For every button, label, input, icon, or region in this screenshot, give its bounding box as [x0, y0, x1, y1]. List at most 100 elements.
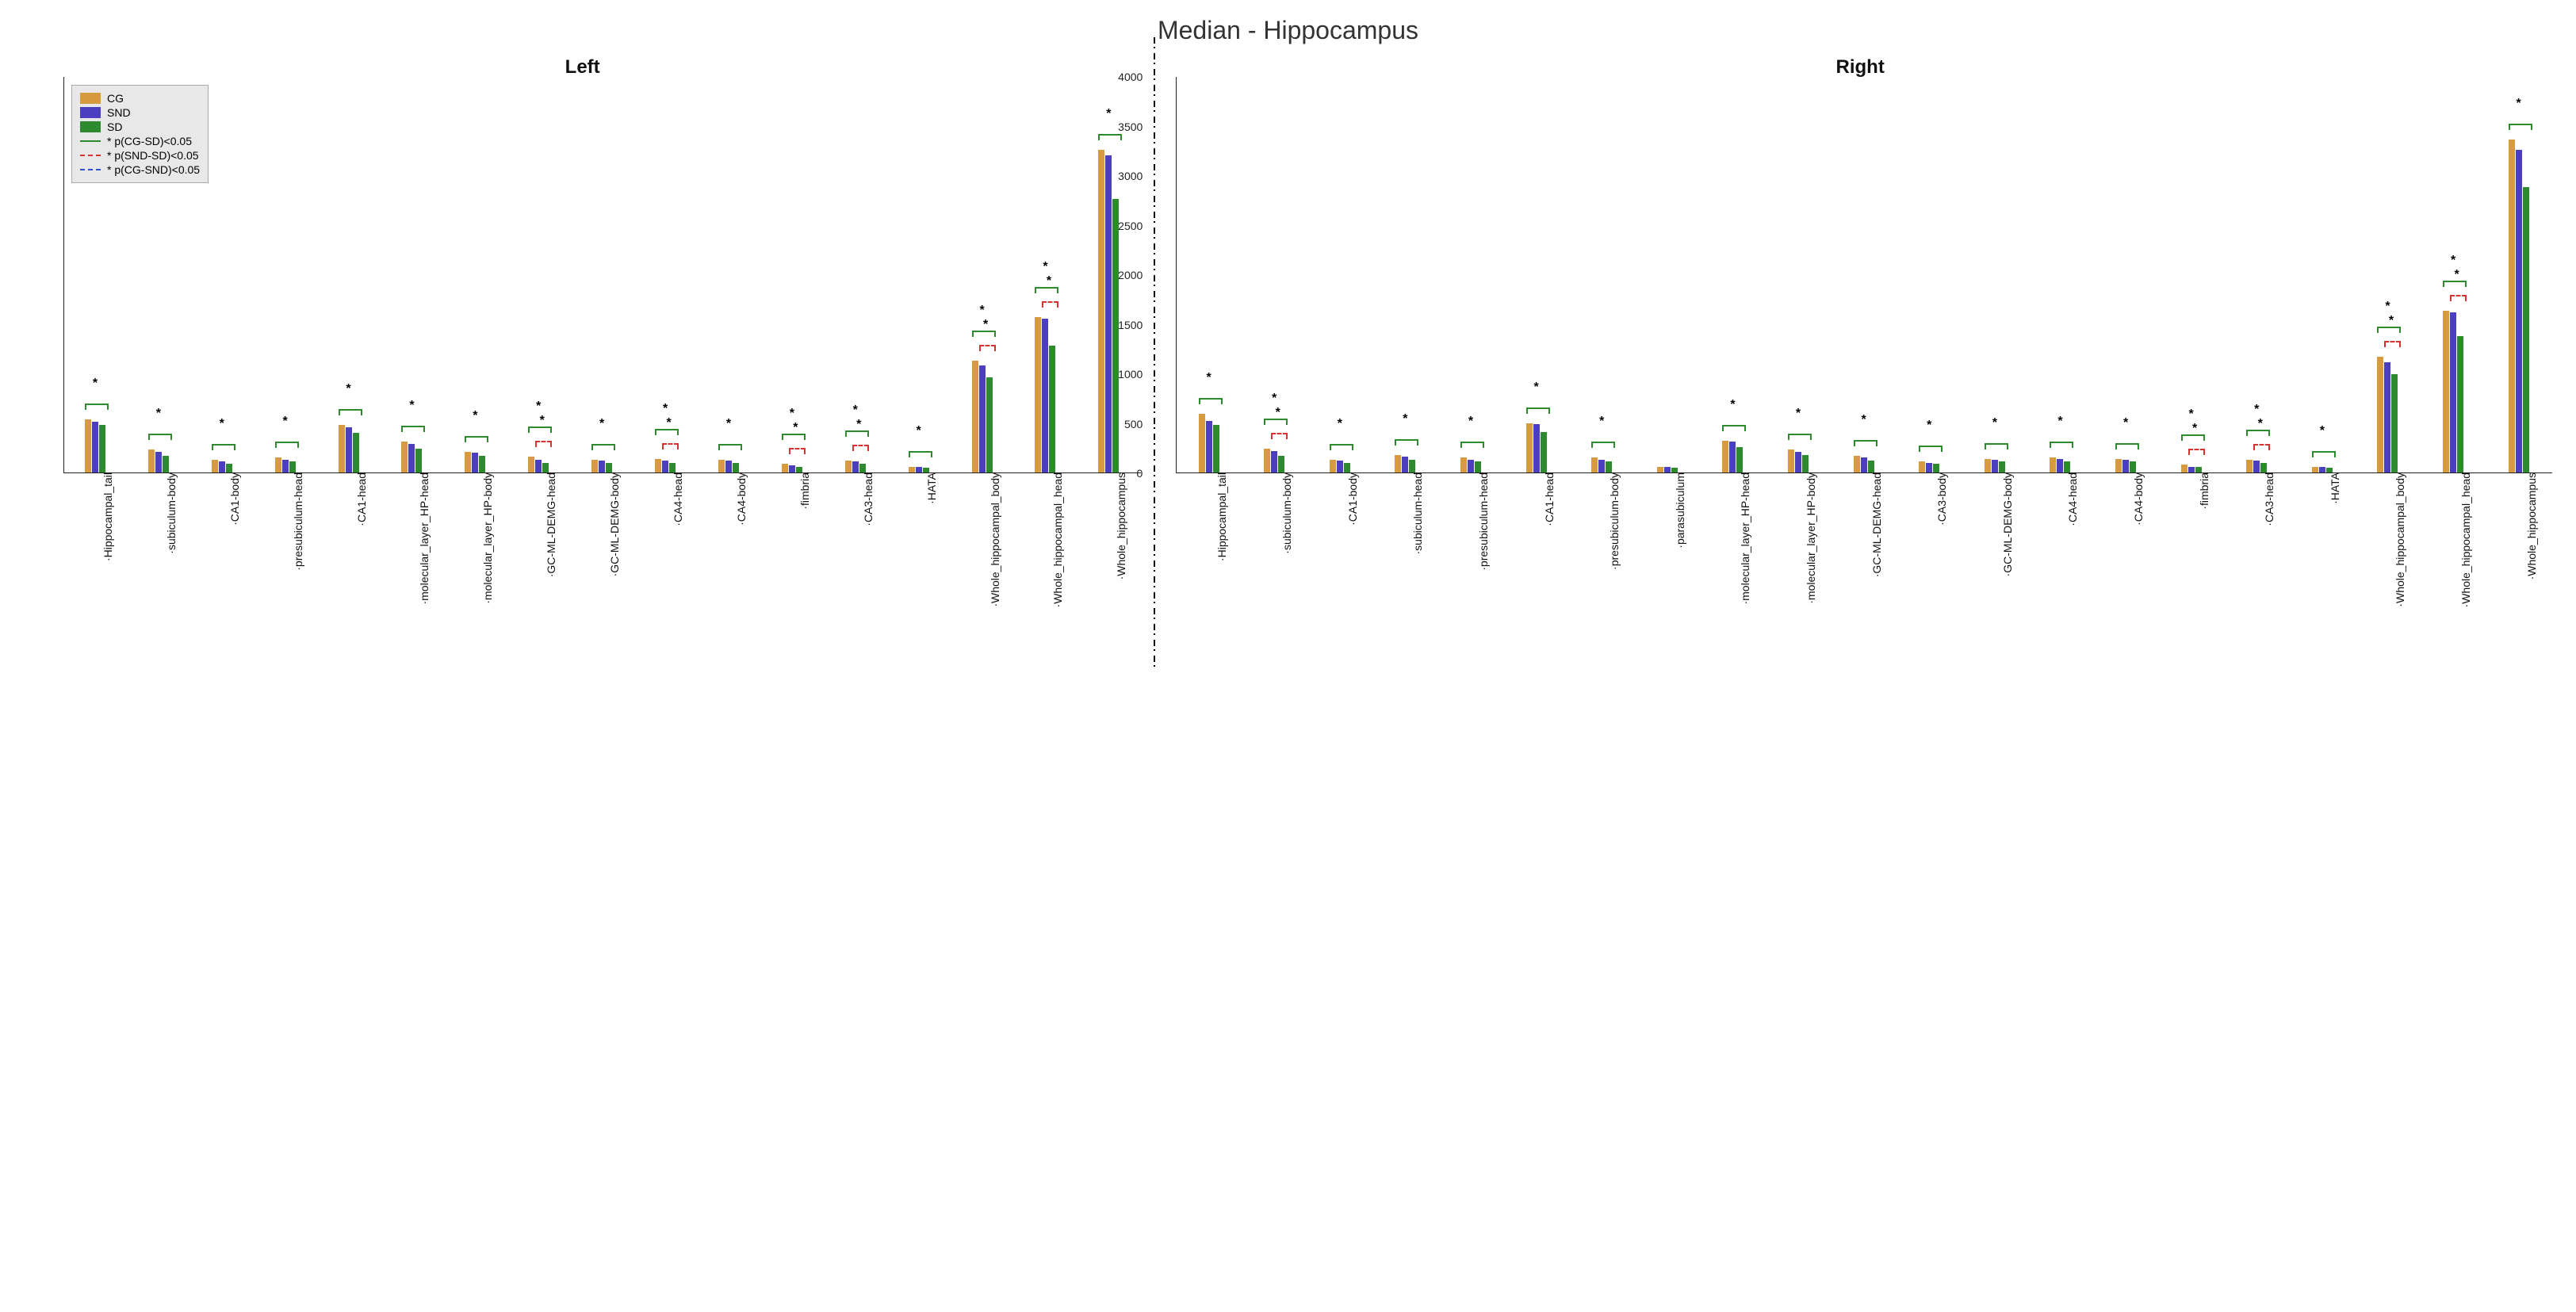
x-axis-label: ·Whole_hippocampal_head: [1051, 472, 1064, 607]
significance-bracket: [212, 444, 235, 450]
bar-group: ·GC-ML-DEMG-body*: [1985, 459, 2005, 473]
significance-bracket: [528, 426, 552, 433]
significance-bracket: [465, 436, 488, 442]
left-panel: Left05001000150020002500300035004000·Hip…: [16, 61, 1149, 473]
x-axis-label: ·Whole_hippocampus: [1115, 472, 1127, 579]
significance-star: *: [2451, 254, 2455, 268]
bar-cg: [1788, 449, 1794, 472]
significance-bracket: [275, 442, 299, 448]
bar-cg: [1395, 455, 1401, 473]
x-axis-label: ·presubiculum-head: [1477, 472, 1490, 571]
x-axis-label: ·GC-ML-DEMG-head: [545, 472, 557, 577]
bar-sd: [669, 463, 676, 473]
bar-sd: [353, 433, 359, 472]
chart-container: Left05001000150020002500300035004000·Hip…: [16, 61, 2560, 473]
significance-star: *: [2320, 424, 2325, 438]
bar-group: ·fimbria**: [2181, 465, 2202, 472]
significance-bracket: [2188, 449, 2205, 455]
legend-cg-swatch: [80, 93, 101, 104]
bar-sd: [163, 456, 169, 472]
bar-snd: [472, 453, 478, 472]
legend-cg: CG: [80, 92, 200, 105]
bar-cg: [1919, 461, 1925, 472]
chart-main-title: Median - Hippocampus: [16, 16, 2560, 45]
x-axis-label: ·Hippocampal_tail: [1215, 472, 1228, 561]
significance-bracket: [2384, 341, 2401, 347]
bar-group: ·CA1-head*: [1526, 423, 1547, 473]
bar-sd: [1736, 447, 1743, 473]
bar-cg: [1854, 456, 1860, 472]
bar-cg: [1264, 449, 1270, 472]
bar-cg: [2246, 460, 2253, 472]
bar-group: ·CA1-body*: [212, 460, 232, 472]
bar-group: ·GC-ML-DEMG-body*: [591, 460, 612, 472]
significance-bracket: [909, 451, 932, 457]
bar-group: ·Whole_hippocampus*: [1098, 150, 1119, 473]
bar-snd: [789, 465, 795, 472]
significance-star: *: [473, 409, 477, 423]
bar-snd: [1926, 463, 1932, 473]
bar-sd: [1868, 461, 1874, 472]
bar-cg: [1722, 441, 1728, 472]
x-axis-label: ·CA4-head: [672, 472, 684, 526]
x-axis-label: ·molecular_layer_HP-body: [1805, 472, 1817, 604]
bar-sd: [1802, 455, 1809, 473]
bar-group: ·subiculum-body**: [1264, 449, 1284, 472]
legend-snd: SND: [80, 106, 200, 119]
x-axis-label: ·CA1-body: [1346, 472, 1359, 526]
significance-star: *: [2254, 403, 2259, 417]
bar-cg: [2377, 357, 2383, 472]
significance-star: *: [853, 404, 858, 418]
bar-cg: [718, 460, 725, 472]
bar-sd: [1049, 346, 1055, 472]
bar-sd: [2260, 463, 2267, 472]
bar-snd: [2122, 460, 2129, 472]
significance-bracket: [782, 434, 806, 440]
significance-bracket: [1035, 287, 1058, 293]
bar-sd: [226, 464, 232, 472]
significance-star: *: [536, 400, 541, 414]
bar-sd: [859, 464, 866, 472]
x-axis-label: ·Whole_hippocampal_head: [2459, 472, 2472, 607]
bar-sd: [2523, 187, 2529, 472]
x-axis-label: ·CA1-body: [228, 472, 241, 526]
bar-group: ·GC-ML-DEMG-head**: [528, 457, 549, 472]
significance-bracket: [2509, 124, 2532, 130]
significance-star: *: [409, 399, 414, 413]
bar-snd: [408, 444, 415, 472]
bar-sd: [1344, 463, 1350, 473]
bar-cg: [1591, 457, 1598, 472]
significance-star: *: [1599, 415, 1604, 429]
bar-snd: [1468, 460, 1474, 472]
significance-star: *: [93, 377, 98, 391]
significance-bracket: [1264, 419, 1288, 425]
bar-sd: [1213, 425, 1219, 472]
x-axis-label: ·CA3-head: [2263, 472, 2276, 526]
legend-p-snd-sd-swatch: [80, 155, 101, 156]
bar-group: ·subiculum-head*: [1395, 455, 1415, 473]
significance-bracket: [2450, 295, 2467, 301]
significance-star: *: [917, 424, 921, 438]
bar-cg: [1985, 459, 1991, 473]
bar-group: ·Whole_hippocampal_body**: [2377, 357, 2398, 472]
bar-cg: [2443, 311, 2449, 472]
significance-bracket: [2115, 443, 2139, 449]
significance-star: *: [1862, 413, 1866, 427]
legend-cg-label: CG: [107, 92, 124, 105]
bar-group: ·Hippocampal_tail*: [85, 419, 105, 473]
significance-bracket: [1854, 440, 1877, 446]
legend-sd: SD: [80, 120, 200, 133]
bar-sd: [1278, 456, 1284, 472]
bar-group: ·molecular_layer_HP-body*: [1788, 449, 1809, 472]
x-axis-label: ·GC-ML-DEMG-body: [608, 472, 621, 576]
significance-star: *: [2385, 300, 2390, 314]
bar-sd: [1409, 460, 1415, 472]
bar-cg: [1035, 317, 1041, 472]
significance-bracket: [1722, 425, 1746, 431]
legend-p-cg-sd: * p(CG-SD)<0.05: [80, 135, 200, 147]
bar-cg: [2312, 467, 2318, 473]
bar-snd: [535, 460, 542, 472]
bar-group: ·CA4-body*: [2115, 459, 2136, 473]
bar-snd: [916, 467, 922, 472]
legend-p-cg-snd: * p(CG-SND)<0.05: [80, 163, 200, 176]
